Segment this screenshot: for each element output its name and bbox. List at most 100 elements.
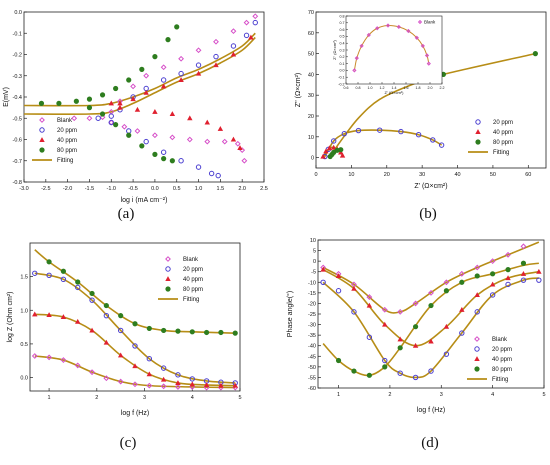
point-40-ppm	[60, 314, 67, 320]
point-20-ppm	[398, 128, 404, 135]
point-blank	[89, 369, 95, 376]
x-tick-label: 2	[95, 395, 98, 401]
fitting-line	[324, 129, 443, 157]
point-20-ppm	[108, 113, 114, 119]
y-tick-label: -0.6	[13, 138, 22, 144]
legend-swatch	[39, 117, 45, 123]
point-blank	[178, 55, 184, 62]
point-20-ppm	[143, 138, 149, 145]
legend-label: 80 ppm	[493, 140, 513, 146]
point-40-ppm	[178, 77, 184, 83]
inset-y-tick-label: 0.3	[340, 48, 345, 52]
y-tick-label: 60	[308, 31, 314, 37]
point-80-ppm	[397, 345, 403, 351]
x-tick-label: 4	[491, 392, 494, 398]
panel-2: 1 2 3 4 5 0.0 0.5 1.0 1.5 log f (Hz) log Z (Ohm cm…	[7, 242, 242, 451]
point-80-ppm	[103, 302, 109, 309]
y-tick-label: 1.0	[20, 308, 28, 314]
inset-point	[396, 24, 401, 29]
y-tick-label: 40	[308, 72, 314, 78]
point-40-ppm	[489, 281, 496, 287]
point-20-ppm	[60, 276, 67, 283]
point-80-ppm	[75, 279, 81, 285]
point-40-ppm	[75, 318, 81, 324]
point-blank	[366, 294, 373, 300]
data-layer	[320, 50, 538, 160]
point-blank	[489, 258, 496, 265]
point-blank	[121, 123, 128, 130]
point-blank	[71, 115, 78, 122]
point-40-ppm	[218, 382, 224, 388]
legend-label: 40 ppm	[57, 138, 77, 144]
legend-swatch	[39, 127, 45, 133]
point-20-ppm	[438, 142, 445, 148]
point-blank	[243, 19, 250, 26]
point-20-ppm	[415, 132, 422, 138]
point-blank	[175, 384, 181, 390]
point-blank	[221, 138, 228, 145]
y-tick-label: -0.4	[13, 95, 22, 101]
point-blank	[195, 47, 202, 54]
point-40-ppm	[146, 371, 153, 377]
point-80-ppm	[203, 329, 210, 336]
point-40-ppm	[520, 271, 527, 276]
point-20-ppm	[117, 327, 124, 334]
point-40-ppm	[89, 327, 95, 333]
legend-label: Fitting	[492, 377, 508, 383]
point-blank	[412, 300, 419, 307]
point-40-ppm	[382, 321, 388, 327]
x-tick-label: 50	[490, 172, 496, 178]
x-tick-label: 30	[419, 172, 425, 178]
x-tick-label: -1.0	[107, 186, 116, 192]
point-blank	[458, 270, 465, 277]
point-20-ppm	[160, 149, 167, 155]
y-tick-label: 30	[308, 93, 314, 99]
point-80-ppm	[428, 302, 434, 309]
point-40-ppm	[169, 111, 176, 117]
x-tick-label: 3	[440, 392, 443, 398]
y-tick-label: 5	[313, 249, 316, 255]
point-40-ppm	[195, 70, 202, 76]
x-tick-label: 0	[314, 172, 317, 178]
point-80-ppm	[490, 271, 496, 277]
x-tick-label: 3	[143, 395, 146, 401]
legend-label: Fitting	[493, 150, 509, 156]
x-tick-label: 0.0	[151, 186, 159, 192]
point-80-ppm	[165, 37, 171, 43]
inset-x-tick-label: 1.4	[392, 86, 397, 90]
point-20-ppm	[195, 164, 202, 170]
fitting-line	[322, 241, 540, 314]
panel-3: 1 2 3 4 5 10 5 0 -5 -10 -15 -20 -25 -30 -35 -40 -45 -50 -5…	[286, 238, 546, 451]
inset-point	[375, 26, 380, 31]
point-20-ppm	[75, 284, 81, 291]
point-80-ppm	[132, 321, 138, 327]
x-tick-label: -2.5	[41, 186, 50, 192]
y-tick-label: -40	[308, 344, 316, 350]
y-tick-label: 10	[308, 135, 314, 141]
point-20-ppm	[89, 297, 95, 303]
point-40-ppm	[412, 342, 419, 348]
x-tick-label: 1	[48, 395, 51, 401]
point-20-ppm	[103, 312, 110, 319]
y-tick-label: -25	[308, 312, 316, 318]
point-blank	[86, 115, 93, 122]
point-40-ppm	[32, 311, 38, 317]
inset-x-tick-label: 1.6	[404, 86, 409, 90]
point-20-ppm	[366, 334, 373, 340]
point-40-ppm	[320, 153, 326, 159]
point-20-ppm	[430, 137, 436, 143]
y-tick-label: 50	[308, 52, 314, 58]
x-tick-label: -3.0	[19, 186, 28, 192]
point-40-ppm	[536, 268, 542, 274]
point-20-ppm	[412, 374, 419, 381]
point-80-ppm	[126, 77, 132, 83]
inset-y-tick-label: 0.4	[340, 42, 345, 46]
point-40-ppm	[175, 380, 181, 385]
inset-point	[366, 32, 371, 38]
legend-swatch	[474, 336, 480, 342]
y-tick-label: -45	[308, 354, 316, 360]
point-40-ppm	[187, 115, 193, 121]
legend-swatch	[475, 129, 481, 135]
point-40-ppm	[117, 352, 124, 358]
point-40-ppm	[130, 96, 136, 102]
